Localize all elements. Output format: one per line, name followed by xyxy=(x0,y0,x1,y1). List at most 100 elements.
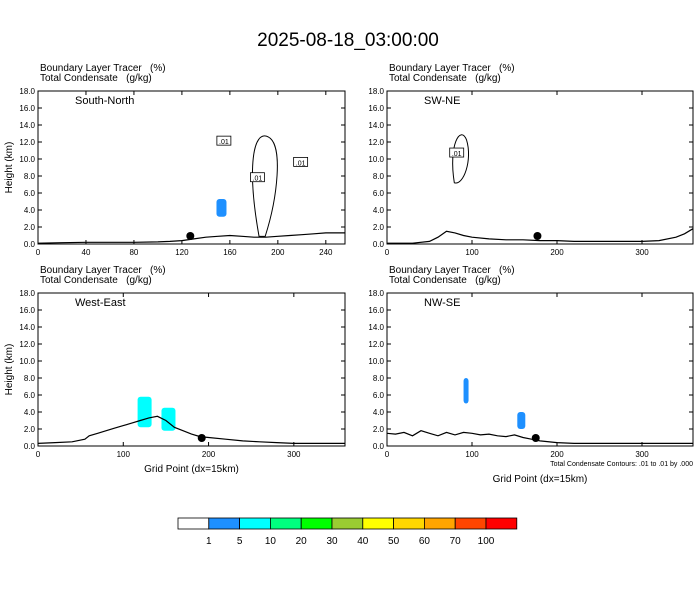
y-tick-label: 4.0 xyxy=(373,408,385,417)
y-tick-label: 12.0 xyxy=(368,138,384,147)
colorbar-swatch xyxy=(362,517,394,530)
plot-frame xyxy=(37,90,346,245)
y-tick-label: 14.0 xyxy=(19,121,35,130)
y-tick-label: 14.0 xyxy=(19,323,35,332)
terrain-line xyxy=(386,430,693,444)
contour-label-box xyxy=(293,156,309,167)
colorbar-swatch xyxy=(454,517,487,530)
y-tick-label: 12.0 xyxy=(19,340,35,349)
colorbar-label: 70 xyxy=(450,536,462,547)
tracer-patch xyxy=(463,378,469,404)
colorbar-label: 50 xyxy=(388,536,400,547)
y-tick-label: 8.0 xyxy=(373,374,385,383)
panel-label: SW-NE xyxy=(424,95,460,107)
y-tick-label: 4.0 xyxy=(24,408,36,417)
contour-label-box xyxy=(449,147,465,158)
panel-label: NW-SE xyxy=(424,297,460,309)
panel-header-line: Boundary Layer Tracer (%) xyxy=(40,265,166,276)
condensate-contour xyxy=(452,134,470,184)
colorbar-label: 5 xyxy=(237,536,243,547)
colorbar-swatch xyxy=(300,517,333,530)
y-tick-label: 6.0 xyxy=(373,391,385,400)
y-tick-label: 10.0 xyxy=(19,357,35,366)
x-tick-label: 200 xyxy=(550,450,564,459)
y-tick-label: 14.0 xyxy=(368,323,384,332)
tracer-patch xyxy=(517,412,526,429)
panel-2: 0.0 2.0 4.0 6.0 8.0 10.0 12.0 14.0 16.0 18.0 0 100 2… xyxy=(4,289,346,475)
y-tick-label: 18.0 xyxy=(368,87,384,96)
y-axis-label: Height (km) xyxy=(4,344,15,396)
panel-0: .01 .01 .01 0.0 2.0 4.0 6.0 8.0 10.0 12.0 14.0 16.0… xyxy=(4,87,346,257)
panel-header-sw-ne: Boundary Layer Tracer (%) Total Condensa… xyxy=(389,64,515,84)
colorbar-swatch xyxy=(269,517,302,530)
x-tick-label: 0 xyxy=(36,248,41,257)
plot-frame xyxy=(37,292,346,447)
contour-footnote: Total Condensate Contours: .01 to .01 by… xyxy=(550,461,693,468)
panel-1: .01 0.0 2.0 4.0 6.0 8.0 10.0 12.0 14.0 16.0 18.0 0 1… xyxy=(368,87,694,257)
panel-header-west-east: Boundary Layer Tracer (%) Total Condensa… xyxy=(40,266,166,286)
y-tick-label: 4.0 xyxy=(24,206,36,215)
y-tick-label: 2.0 xyxy=(373,223,385,232)
colorbar-label: 30 xyxy=(326,536,338,547)
colorbar-label: 1 xyxy=(206,536,212,547)
y-axis-label: Height (km) xyxy=(4,142,15,194)
colorbar: 1 5 10 20 30 40 50 60 70 100 xyxy=(177,517,518,547)
y-tick-label: 12.0 xyxy=(368,340,384,349)
terrain-line xyxy=(37,232,345,244)
y-tick-label: 8.0 xyxy=(373,172,385,181)
plot-frame xyxy=(386,292,694,447)
location-marker xyxy=(533,232,542,240)
contour-label: .01 xyxy=(296,160,306,167)
x-tick-label: 240 xyxy=(319,248,333,257)
x-tick-label: 0 xyxy=(385,450,390,459)
y-tick-label: 0.0 xyxy=(373,240,385,249)
panel-header-line: Total Condensate (g/kg) xyxy=(40,275,152,286)
y-tick-label: 10.0 xyxy=(368,155,384,164)
y-tick-label: 16.0 xyxy=(368,306,384,315)
x-tick-label: 160 xyxy=(223,248,237,257)
location-marker xyxy=(531,434,540,442)
x-tick-label: 100 xyxy=(465,248,479,257)
y-tick-label: 10.0 xyxy=(368,357,384,366)
panel-header-nw-se: Boundary Layer Tracer (%) Total Condensa… xyxy=(389,266,515,286)
contour-label: .01 xyxy=(219,139,229,146)
x-tick-label: 40 xyxy=(82,248,91,257)
panel-label: South-North xyxy=(75,95,134,107)
x-tick-label: 300 xyxy=(635,450,649,459)
colorbar-swatch xyxy=(177,517,210,530)
panel-3: 0.0 2.0 4.0 6.0 8.0 10.0 12.0 14.0 16.0 18.0 0 100 2… xyxy=(368,289,694,485)
x-axis-label: Grid Point (dx=15km) xyxy=(493,474,588,485)
y-tick-label: 0.0 xyxy=(24,442,36,451)
y-tick-label: 10.0 xyxy=(19,155,35,164)
x-tick-label: 200 xyxy=(271,248,285,257)
y-tick-label: 18.0 xyxy=(19,289,35,298)
y-tick-label: 0.0 xyxy=(24,240,36,249)
y-tick-label: 2.0 xyxy=(24,425,36,434)
colorbar-swatch xyxy=(239,517,271,530)
colorbar-swatch xyxy=(485,517,518,530)
x-tick-label: 100 xyxy=(465,450,479,459)
colorbar-swatch xyxy=(393,517,425,530)
panel-header-line: Total Condensate (g/kg) xyxy=(389,73,501,84)
y-tick-label: 4.0 xyxy=(373,206,385,215)
contour-label: .01 xyxy=(452,151,462,158)
y-tick-label: 16.0 xyxy=(368,104,384,113)
contour-label: .01 xyxy=(253,176,263,183)
x-tick-label: 100 xyxy=(117,450,131,459)
y-tick-label: 6.0 xyxy=(24,189,36,198)
colorbar-label: 100 xyxy=(478,536,495,547)
contour-label-box xyxy=(216,135,232,146)
contour-label-box xyxy=(250,172,265,183)
y-tick-label: 16.0 xyxy=(19,104,35,113)
x-axis-label: Grid Point (dx=15km) xyxy=(144,464,239,475)
panel-label: West-East xyxy=(75,297,126,309)
colorbar-swatch xyxy=(423,517,456,530)
panel-header-line: Total Condensate (g/kg) xyxy=(40,73,152,84)
x-tick-label: 200 xyxy=(202,450,216,459)
condensate-contour xyxy=(252,135,278,237)
tracer-patch xyxy=(137,396,152,428)
y-tick-label: 16.0 xyxy=(19,306,35,315)
panel-header-line: Boundary Layer Tracer (%) xyxy=(389,265,515,276)
tracer-patch xyxy=(216,198,227,217)
